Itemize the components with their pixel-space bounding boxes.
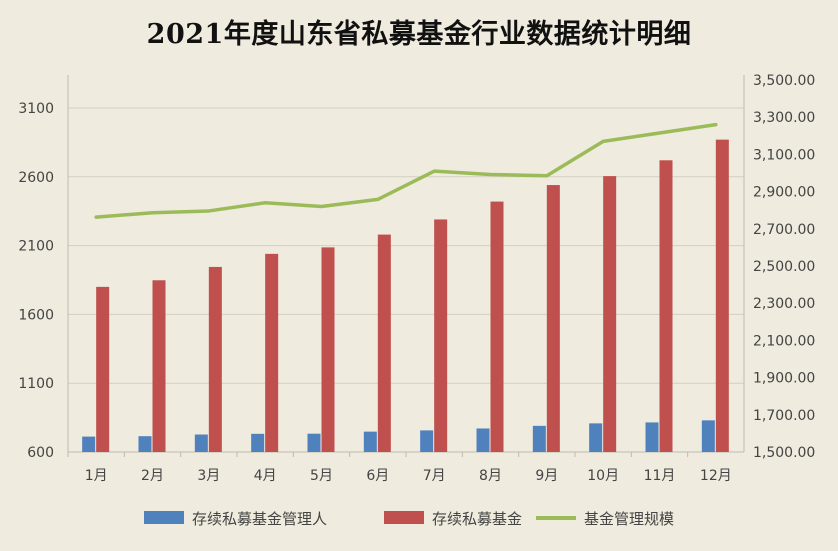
y-right-tick-label: 1,900.00 (753, 371, 815, 387)
bar-funds (659, 160, 673, 452)
bar-funds (152, 280, 166, 452)
x-tick-label: 2月 (141, 468, 164, 484)
bar-funds (715, 139, 729, 452)
x-tick-label: 8月 (479, 468, 502, 484)
y-right-tick-label: 3,300.00 (753, 110, 815, 126)
x-tick-label: 9月 (535, 468, 558, 484)
bar-funds (377, 234, 391, 452)
x-tick-label: 3月 (197, 468, 220, 484)
x-tick-label: 11月 (644, 468, 676, 484)
x-tick-label: 12月 (700, 468, 732, 484)
bar-managers (138, 436, 152, 452)
y-left-tick-label: 2100 (18, 239, 54, 255)
y-right-tick-label: 2,700.00 (753, 222, 815, 238)
y-left-tick-label: 1600 (18, 307, 54, 323)
legend-swatch-bar (384, 511, 424, 524)
bar-managers (251, 433, 265, 452)
bar-managers (532, 425, 546, 452)
x-tick-label: 7月 (423, 468, 446, 484)
legend-label: 存续私募基金 (432, 510, 522, 528)
y-right-tick-label: 2,900.00 (753, 185, 815, 201)
y-right-tick-label: 3,100.00 (753, 147, 815, 163)
bar-managers (307, 433, 321, 452)
bar-managers (701, 420, 715, 452)
bar-funds (265, 253, 279, 452)
y-left-tick-label: 3100 (18, 101, 54, 117)
bar-funds (96, 286, 110, 452)
legend-label: 基金管理规模 (584, 510, 674, 528)
y-right-tick-label: 2,500.00 (753, 259, 815, 275)
y-right-tick-label: 2,100.00 (753, 333, 815, 349)
bar-managers (589, 423, 603, 452)
bar-funds (434, 219, 448, 452)
bar-managers (476, 428, 490, 452)
bar-funds (321, 247, 335, 452)
x-tick-label: 1月 (85, 468, 108, 484)
y-left-tick-label: 600 (27, 445, 54, 461)
x-tick-label: 10月 (587, 468, 619, 484)
bar-funds (603, 176, 617, 452)
y-right-tick-label: 3,500.00 (753, 73, 815, 89)
chart-title: 2021年度山东省私募基金行业数据统计明细 (146, 19, 692, 50)
x-tick-label: 6月 (366, 468, 389, 484)
y-right-tick-label: 2,300.00 (753, 296, 815, 312)
x-tick-label: 4月 (254, 468, 277, 484)
legend-label: 存续私募基金管理人 (192, 510, 327, 528)
legend-swatch-bar (144, 511, 184, 524)
bar-managers (363, 431, 377, 452)
bar-managers (420, 430, 434, 452)
bar-funds (208, 266, 222, 452)
x-tick-label: 5月 (310, 468, 333, 484)
y-left-tick-label: 1100 (18, 376, 54, 392)
bar-managers (82, 436, 96, 452)
y-right-tick-label: 1,500.00 (753, 445, 815, 461)
bar-managers (194, 434, 208, 452)
bar-funds (546, 185, 560, 452)
y-left-tick-label: 2600 (18, 170, 54, 186)
bar-managers (645, 422, 659, 452)
series-line-scale (94, 122, 718, 219)
bar-funds (490, 201, 504, 452)
y-right-tick-label: 1,700.00 (753, 408, 815, 424)
